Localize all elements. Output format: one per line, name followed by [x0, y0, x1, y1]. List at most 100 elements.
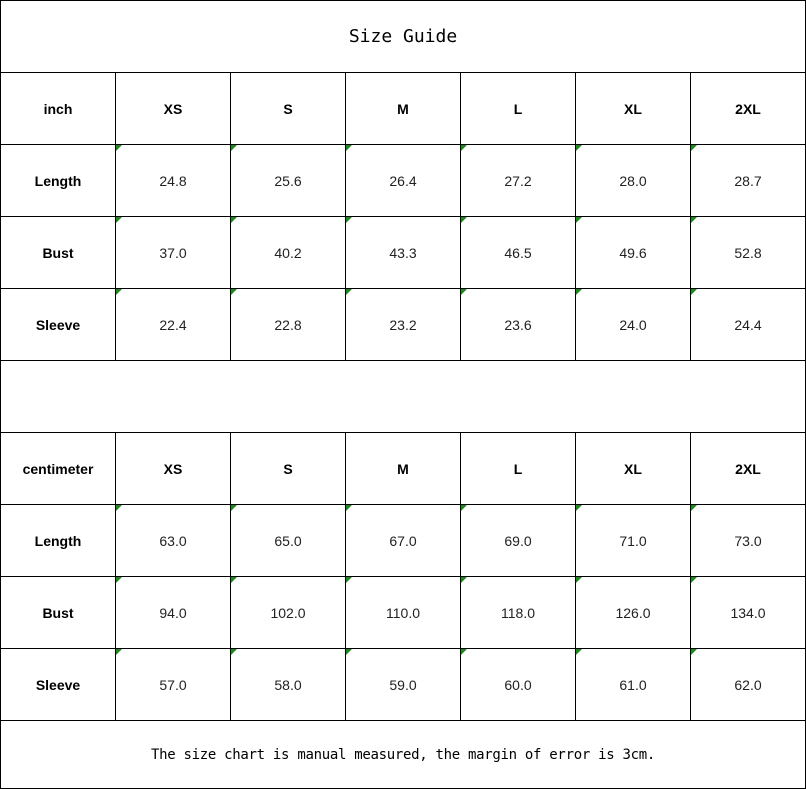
row-label-cell-text: Sleeve — [35, 676, 81, 693]
measurement-cell-text: 102.0 — [270, 604, 306, 621]
comment-marker-icon — [576, 577, 582, 583]
size-header-cell[interactable]: 2XL — [690, 72, 806, 145]
footer-note[interactable]: The size chart is manual measured, the m… — [0, 720, 806, 789]
measurement-cell[interactable]: 58.0 — [230, 648, 346, 721]
measurement-cell[interactable]: 67.0 — [345, 504, 461, 577]
measurement-cell[interactable]: 65.0 — [230, 504, 346, 577]
comment-marker-icon — [346, 505, 352, 511]
size-header-cell[interactable]: XL — [575, 72, 691, 145]
size-header-cell-text: S — [283, 460, 293, 477]
measurement-cell[interactable]: 40.2 — [230, 216, 346, 289]
measurement-cell[interactable]: 43.3 — [345, 216, 461, 289]
comment-marker-icon — [116, 217, 122, 223]
unit-header-cell-text: inch — [43, 100, 73, 117]
measurement-cell-text: 22.4 — [159, 316, 187, 333]
size-header-cell[interactable]: S — [230, 72, 346, 145]
row-label-cell[interactable]: Bust — [0, 216, 116, 289]
measurement-cell[interactable]: 24.0 — [575, 288, 691, 361]
measurement-cell-text: 26.4 — [389, 172, 417, 189]
measurement-cell[interactable]: 22.4 — [115, 288, 231, 361]
size-header-cell[interactable]: 2XL — [690, 432, 806, 505]
measurement-cell[interactable]: 73.0 — [690, 504, 806, 577]
size-header-cell[interactable]: M — [345, 432, 461, 505]
measurement-cell[interactable]: 23.6 — [460, 288, 576, 361]
measurement-cell[interactable]: 59.0 — [345, 648, 461, 721]
comment-marker-icon — [346, 217, 352, 223]
comment-marker-icon — [116, 649, 122, 655]
row-label-cell[interactable]: Length — [0, 144, 116, 217]
comment-marker-icon — [231, 217, 237, 223]
measurement-cell[interactable]: 71.0 — [575, 504, 691, 577]
measurement-cell[interactable]: 102.0 — [230, 576, 346, 649]
measurement-cell[interactable]: 63.0 — [115, 504, 231, 577]
measurement-cell[interactable]: 28.0 — [575, 144, 691, 217]
blank-row[interactable] — [0, 360, 806, 433]
measurement-cell-text: 46.5 — [504, 244, 532, 261]
comment-marker-icon — [461, 217, 467, 223]
measurement-cell[interactable]: 57.0 — [115, 648, 231, 721]
measurement-cell[interactable]: 25.6 — [230, 144, 346, 217]
comment-marker-icon — [576, 505, 582, 511]
size-header-cell[interactable]: XS — [115, 432, 231, 505]
measurement-cell-text: 23.2 — [389, 316, 417, 333]
comment-marker-icon — [346, 289, 352, 295]
measurement-cell-text: 37.0 — [159, 244, 187, 261]
measurement-cell[interactable]: 23.2 — [345, 288, 461, 361]
size-header-cell[interactable]: S — [230, 432, 346, 505]
measurement-cell[interactable]: 28.7 — [690, 144, 806, 217]
measurement-cell-text: 118.0 — [501, 604, 535, 621]
measurement-cell[interactable]: 126.0 — [575, 576, 691, 649]
measurement-cell[interactable]: 69.0 — [460, 504, 576, 577]
comment-marker-icon — [691, 649, 697, 655]
size-header-cell-text: XS — [163, 460, 183, 477]
measurement-cell[interactable]: 37.0 — [115, 216, 231, 289]
measurement-cell[interactable]: 24.4 — [690, 288, 806, 361]
measurement-cell[interactable]: 24.8 — [115, 144, 231, 217]
title-cell[interactable]: Size Guide — [0, 0, 806, 73]
row-label-cell[interactable]: Bust — [0, 576, 116, 649]
measurement-cell-text: 65.0 — [274, 532, 302, 549]
comment-marker-icon — [231, 649, 237, 655]
measurement-cell[interactable]: 94.0 — [115, 576, 231, 649]
size-header-cell-text: XL — [624, 100, 642, 117]
unit-header-cell[interactable]: inch — [0, 72, 116, 145]
measurement-cell-text: 28.7 — [734, 172, 762, 189]
row-label-cell-text: Length — [34, 172, 82, 189]
measurement-cell-text: 24.4 — [734, 316, 762, 333]
measurement-cell[interactable]: 134.0 — [690, 576, 806, 649]
measurement-cell-text: 94.0 — [159, 604, 187, 621]
measurement-cell[interactable]: 62.0 — [690, 648, 806, 721]
unit-header-cell[interactable]: centimeter — [0, 432, 116, 505]
measurement-cell-text: 57.0 — [159, 676, 187, 693]
row-label-cell[interactable]: Sleeve — [0, 648, 116, 721]
size-header-cell[interactable]: XS — [115, 72, 231, 145]
measurement-cell[interactable]: 118.0 — [460, 576, 576, 649]
measurement-cell-text: 25.6 — [274, 172, 302, 189]
size-header-cell[interactable]: M — [345, 72, 461, 145]
measurement-cell[interactable]: 46.5 — [460, 216, 576, 289]
measurement-cell-text: 134.0 — [730, 604, 766, 621]
size-header-cell-text: L — [513, 100, 523, 117]
measurement-cell[interactable]: 60.0 — [460, 648, 576, 721]
measurement-cell-text: 60.0 — [504, 676, 532, 693]
measurement-cell[interactable]: 61.0 — [575, 648, 691, 721]
size-header-cell[interactable]: L — [460, 72, 576, 145]
row-label-cell[interactable]: Sleeve — [0, 288, 116, 361]
measurement-cell[interactable]: 110.0 — [345, 576, 461, 649]
measurement-cell[interactable]: 26.4 — [345, 144, 461, 217]
measurement-cell[interactable]: 49.6 — [575, 216, 691, 289]
size-header-cell[interactable]: XL — [575, 432, 691, 505]
measurement-cell[interactable]: 27.2 — [460, 144, 576, 217]
size-header-cell-text: 2XL — [735, 100, 761, 117]
row-label-cell[interactable]: Length — [0, 504, 116, 577]
measurement-cell-text: 24.8 — [159, 172, 187, 189]
comment-marker-icon — [346, 577, 352, 583]
measurement-cell-text: 73.0 — [734, 532, 762, 549]
comment-marker-icon — [461, 289, 467, 295]
comment-marker-icon — [116, 577, 122, 583]
size-header-cell[interactable]: L — [460, 432, 576, 505]
comment-marker-icon — [116, 145, 122, 151]
measurement-cell[interactable]: 52.8 — [690, 216, 806, 289]
measurement-cell[interactable]: 22.8 — [230, 288, 346, 361]
